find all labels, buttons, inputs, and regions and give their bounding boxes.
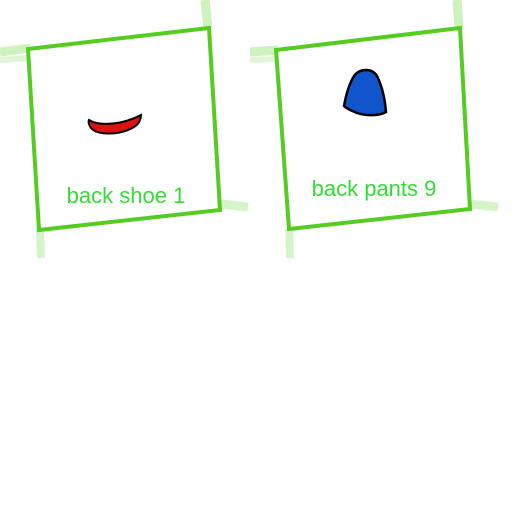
shoe-icon [87, 113, 143, 135]
sprite-tile-shoe[interactable]: back shoe 1 [0, 0, 249, 259]
sprite-label: back pants 9 [312, 176, 437, 201]
pants-icon [342, 68, 388, 117]
frame-glow-marks [249, 0, 499, 259]
sprite-label: back shoe 1 [67, 183, 186, 208]
sprite-tile-pants[interactable]: back pants 9 [249, 0, 499, 259]
sprite-frame [25, 25, 223, 233]
frame-glow-marks [0, 0, 249, 259]
sprite-frame [273, 25, 473, 232]
